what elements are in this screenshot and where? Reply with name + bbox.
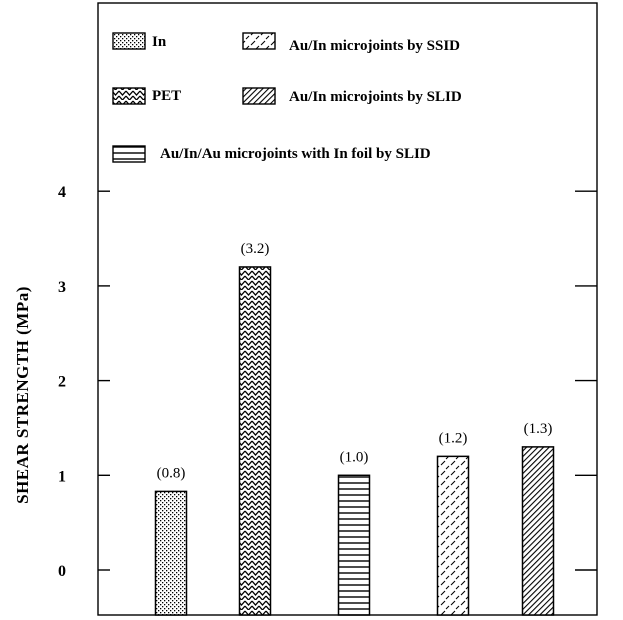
- legend-swatch-waves: [112, 87, 146, 105]
- legend-label: Au/In microjoints by SSID: [289, 38, 460, 54]
- bar-waves: [238, 266, 272, 616]
- legend-item: Au/In microjoints by SSID: [242, 32, 460, 54]
- legend-item: In: [112, 32, 167, 50]
- bar-horizontal-lines: [337, 474, 371, 616]
- y-tick-label: 4: [58, 184, 66, 201]
- legend-swatch-broken-diagonal: [242, 32, 276, 50]
- data-labels: (0.8) (3.2) (1.0) (1.2) (1.3): [157, 241, 553, 481]
- legend-label: Au/In microjoints by SLID: [289, 89, 462, 105]
- y-tick-label: 1: [58, 468, 66, 485]
- y-axis-label: SHEAR STRENGTH (MPa): [13, 286, 32, 504]
- data-label: (3.2): [241, 241, 270, 257]
- legend-label: In: [152, 34, 167, 50]
- y-tick-label: 2: [58, 374, 66, 391]
- legend: In Au/In microjoints by SSID PET Au/In micr…: [112, 32, 462, 163]
- legend-label: Au/In/Au microjoints with In foil by SLI…: [160, 146, 431, 162]
- legend-item: PET: [112, 87, 181, 105]
- legend-swatch-dots: [112, 32, 146, 50]
- legend-swatch-horizontal-lines: [112, 145, 146, 163]
- data-label: (1.3): [524, 421, 553, 437]
- bar-dots: [154, 490, 188, 616]
- data-label: (1.0): [340, 449, 369, 465]
- bar-dense-diagonal: [521, 446, 555, 616]
- legend-item: Au/In microjoints by SLID: [242, 87, 462, 105]
- data-label: (0.8): [157, 465, 186, 481]
- y-tick-label: 3: [58, 279, 66, 296]
- bar-broken-diagonal: [436, 455, 470, 616]
- legend-label: PET: [152, 88, 181, 104]
- legend-item: Au/In/Au microjoints with In foil by SLI…: [112, 145, 431, 163]
- data-label: (1.2): [439, 430, 468, 446]
- y-axis-ticks: 0 1 2 3 4: [58, 184, 597, 580]
- bars: [154, 266, 555, 616]
- y-tick-label: 0: [58, 563, 66, 580]
- legend-swatch-dense-diagonal: [242, 87, 276, 105]
